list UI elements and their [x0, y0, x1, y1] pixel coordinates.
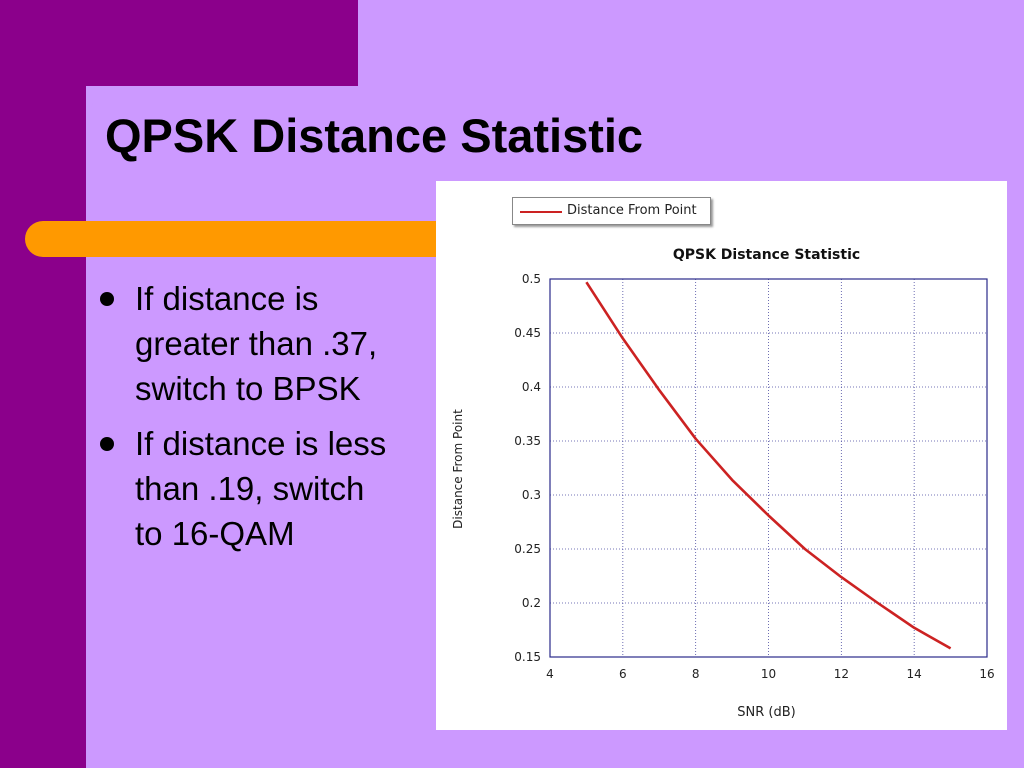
- y-axis-label: Distance From Point: [451, 409, 465, 529]
- y-tick-label: 0.45: [514, 326, 541, 340]
- bullet-item: If distance is less than .19, switch to …: [98, 421, 398, 556]
- y-tick-label: 0.25: [514, 542, 541, 556]
- plot-frame: [549, 278, 988, 658]
- y-tick-label: 0.2: [522, 596, 541, 610]
- x-tick-label: 14: [907, 667, 922, 681]
- slide-title: QPSK Distance Statistic: [105, 109, 644, 162]
- bullet-item: If distance is greater than .37, switch …: [98, 276, 398, 411]
- bullet-dot-icon: [100, 437, 114, 451]
- bullet-text: If distance is less than .19, switch to …: [135, 425, 387, 552]
- ticks: 4 6 8 10 12 14 16 0.15 0.2 0.25 0.3 0.35 0.4 0.45 0.5: [514, 272, 994, 681]
- accent-bar: [25, 221, 445, 257]
- bullet-dot-icon: [100, 292, 114, 306]
- y-tick-label: 0.35: [514, 434, 541, 448]
- grid: [549, 278, 988, 658]
- x-tick-label: 16: [979, 667, 994, 681]
- x-tick-label: 12: [834, 667, 849, 681]
- bullet-list: If distance is greater than .37, switch …: [98, 276, 398, 566]
- x-tick-label: 8: [692, 667, 700, 681]
- chart-title: QPSK Distance Statistic: [672, 247, 861, 263]
- chart-panel: 4 6 8 10 12 14 16 0.15 0.2 0.25 0.3 0.35 0.4 0.45 0.5 …: [436, 181, 1007, 730]
- legend-label: Distance From Point: [567, 203, 697, 218]
- y-tick-label: 0.5: [522, 272, 541, 286]
- series-line: [585, 281, 952, 650]
- top-band: [0, 0, 358, 86]
- chart-plot: 4 6 8 10 12 14 16 0.15 0.2 0.25 0.3 0.35 0.4 0.45 0.5: [514, 272, 994, 681]
- x-tick-label: 10: [761, 667, 776, 681]
- y-tick-label: 0.3: [522, 488, 541, 502]
- y-tick-label: 0.4: [522, 380, 541, 394]
- y-tick-label: 0.15: [514, 650, 541, 664]
- legend: Distance From Point: [512, 197, 711, 225]
- series: [585, 281, 952, 650]
- bullet-text: If distance is greater than .37, switch …: [135, 280, 378, 407]
- legend-swatch: [520, 211, 562, 213]
- x-tick-label: 6: [619, 667, 627, 681]
- x-axis-label: SNR (dB): [737, 705, 796, 720]
- left-band: [0, 0, 86, 768]
- x-tick-label: 4: [546, 667, 554, 681]
